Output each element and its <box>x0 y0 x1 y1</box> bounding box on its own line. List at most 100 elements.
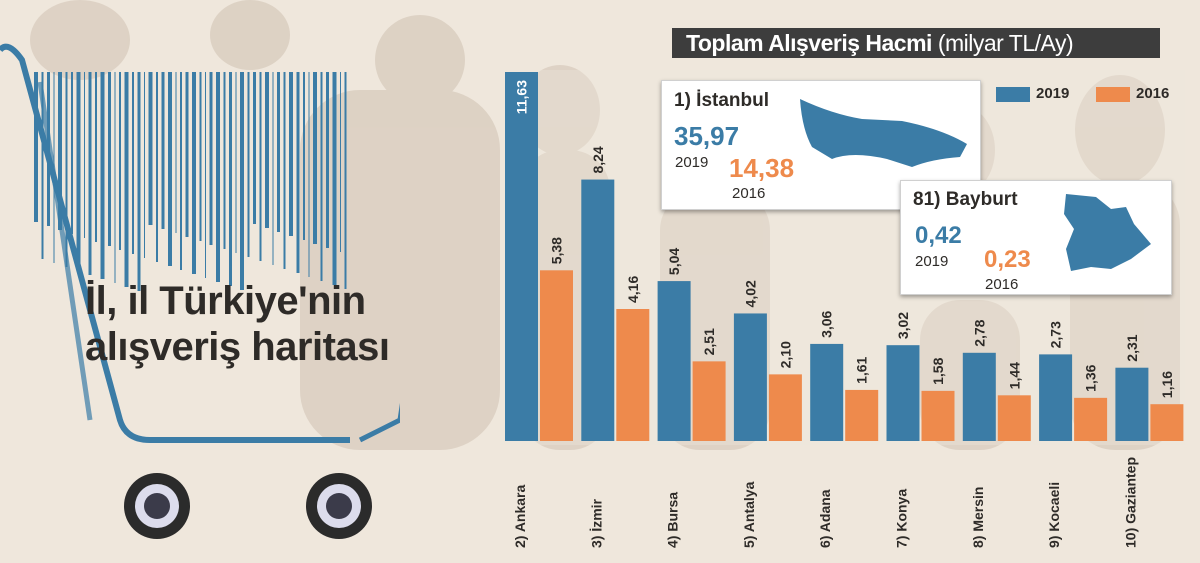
data-label-2016-2: 2,51 <box>701 328 717 355</box>
data-label-2019-7: 2,73 <box>1048 321 1064 348</box>
bar-2019-2 <box>657 281 691 441</box>
data-label-2016-8: 1,16 <box>1159 371 1175 398</box>
barcode-bar <box>223 72 226 249</box>
data-label-2016-3: 2,10 <box>777 341 793 368</box>
bar-2016-1 <box>616 309 650 441</box>
data-label-2016-4: 1,61 <box>854 356 870 383</box>
barcode-icon <box>34 72 347 291</box>
bar-2019-7 <box>1039 354 1073 441</box>
barcode-bar <box>192 72 196 274</box>
barcode-bar <box>199 72 202 241</box>
barcode-bar <box>277 72 280 232</box>
data-label-2016-5: 1,58 <box>930 357 946 384</box>
data-label-2016-7: 1,36 <box>1083 364 1099 391</box>
barcode-bar <box>144 72 145 258</box>
legend-swatch-2019 <box>996 86 1030 102</box>
barcode-bar <box>34 72 38 222</box>
bar-2016-5 <box>921 390 955 441</box>
callout-bayburt-value-2016: 0,23 <box>984 246 1031 273</box>
barcode-bar <box>235 72 237 253</box>
bar-2016-3 <box>768 374 802 441</box>
barcode-bar <box>65 72 68 267</box>
barcode-bar <box>216 72 220 282</box>
barcode-bar <box>296 72 300 273</box>
barcode-bar <box>161 72 165 229</box>
category-label-4: 6) Adana <box>817 489 833 548</box>
bar-2016-4 <box>845 389 879 441</box>
barcode-bar <box>247 72 250 257</box>
headline-line-2: alışveriş haritası <box>85 325 390 369</box>
data-label-2019-0: 11,63 <box>514 80 530 114</box>
legend-item-2019: 2019 <box>996 85 1069 102</box>
barcode-bar <box>100 72 105 279</box>
bar-2016-7 <box>1074 397 1108 441</box>
data-label-2019-4: 3,06 <box>819 310 835 337</box>
barcode-bar <box>58 72 62 230</box>
category-label-1: 3) İzmir <box>588 498 604 548</box>
chart-title-unit: (milyar TL/Ay) <box>937 30 1074 56</box>
barcode-bar <box>119 72 121 250</box>
callout-istanbul-year-2016: 2016 <box>732 185 766 202</box>
data-label-2016-0: 5,38 <box>549 237 565 264</box>
istanbul-map-icon <box>800 99 967 167</box>
legend-label-2019: 2019 <box>1036 85 1070 102</box>
barcode-bar <box>320 72 323 281</box>
data-label-2019-6: 2,78 <box>971 319 987 346</box>
barcode-bar <box>209 72 213 245</box>
barcode-bar <box>229 72 232 286</box>
category-label-0: 2) Ankara <box>512 484 528 548</box>
barcode-bar <box>132 72 134 254</box>
barcode-bar <box>156 72 158 262</box>
legend-label-2016: 2016 <box>1136 85 1170 102</box>
barcode-bar <box>114 72 116 283</box>
bar-2019-5 <box>886 345 920 441</box>
barcode-bar <box>41 72 44 259</box>
bar-2016-2 <box>692 361 726 441</box>
barcode-bar <box>108 72 111 246</box>
barcode-bar <box>185 72 189 237</box>
callout-bayburt: 81) Bayburt 0,42 2019 0,23 2016 <box>900 180 1172 295</box>
barcode-bar <box>88 72 92 275</box>
barcode-bar <box>148 72 153 225</box>
data-label-2019-8: 2,31 <box>1124 334 1140 361</box>
bar-2019-3 <box>733 313 767 441</box>
callout-bayburt-value-2019: 0,42 <box>915 222 962 249</box>
barcode-bar <box>168 72 172 266</box>
callout-istanbul-year-2019: 2019 <box>675 154 709 171</box>
barcode-bar <box>308 72 310 277</box>
category-label-8: 10) Gaziantep <box>1122 457 1138 548</box>
bar-2019-6 <box>962 352 996 441</box>
callout-bayburt-year-2016: 2016 <box>985 276 1019 293</box>
legend-swatch-2016 <box>1096 86 1130 102</box>
category-label-3: 5) Antalya <box>741 481 757 548</box>
barcode-bar <box>137 72 141 291</box>
barcode-bar <box>180 72 182 270</box>
bar-2019-4 <box>810 343 844 441</box>
bar-2019-1 <box>581 179 615 441</box>
barcode-bar <box>340 72 341 252</box>
chart-title-main: Toplam Alışveriş Hacmi <box>686 30 932 56</box>
barcode-bar <box>332 72 337 285</box>
chart-title: Toplam Alışveriş Hacmi (milyar TL/Ay) <box>672 28 1160 58</box>
data-label-2019-2: 5,04 <box>666 248 682 275</box>
barcode-bar <box>95 72 97 242</box>
barcode-bar <box>303 72 305 240</box>
barcode-bar <box>175 72 177 233</box>
callout-bayburt-year-2019: 2019 <box>915 253 949 270</box>
barcode-bar <box>283 72 286 269</box>
bar-2019-0 <box>505 72 538 441</box>
barcode-bar <box>313 72 317 244</box>
barcode-bar <box>71 72 73 234</box>
barcode-bar <box>240 72 244 290</box>
callout-istanbul-name: 1) İstanbul <box>674 90 770 111</box>
data-label-2019-3: 4,02 <box>742 280 758 307</box>
bar-2019-8 <box>1115 367 1149 441</box>
category-label-7: 9) Kocaeli <box>1046 482 1062 548</box>
data-label-2019-5: 3,02 <box>895 312 911 339</box>
barcode-bar <box>289 72 293 236</box>
category-label-5: 7) Konya <box>894 489 910 548</box>
barcode-bar <box>253 72 256 224</box>
legend-item-2016: 2016 <box>1096 85 1169 102</box>
bayburt-map-icon <box>1064 194 1151 271</box>
